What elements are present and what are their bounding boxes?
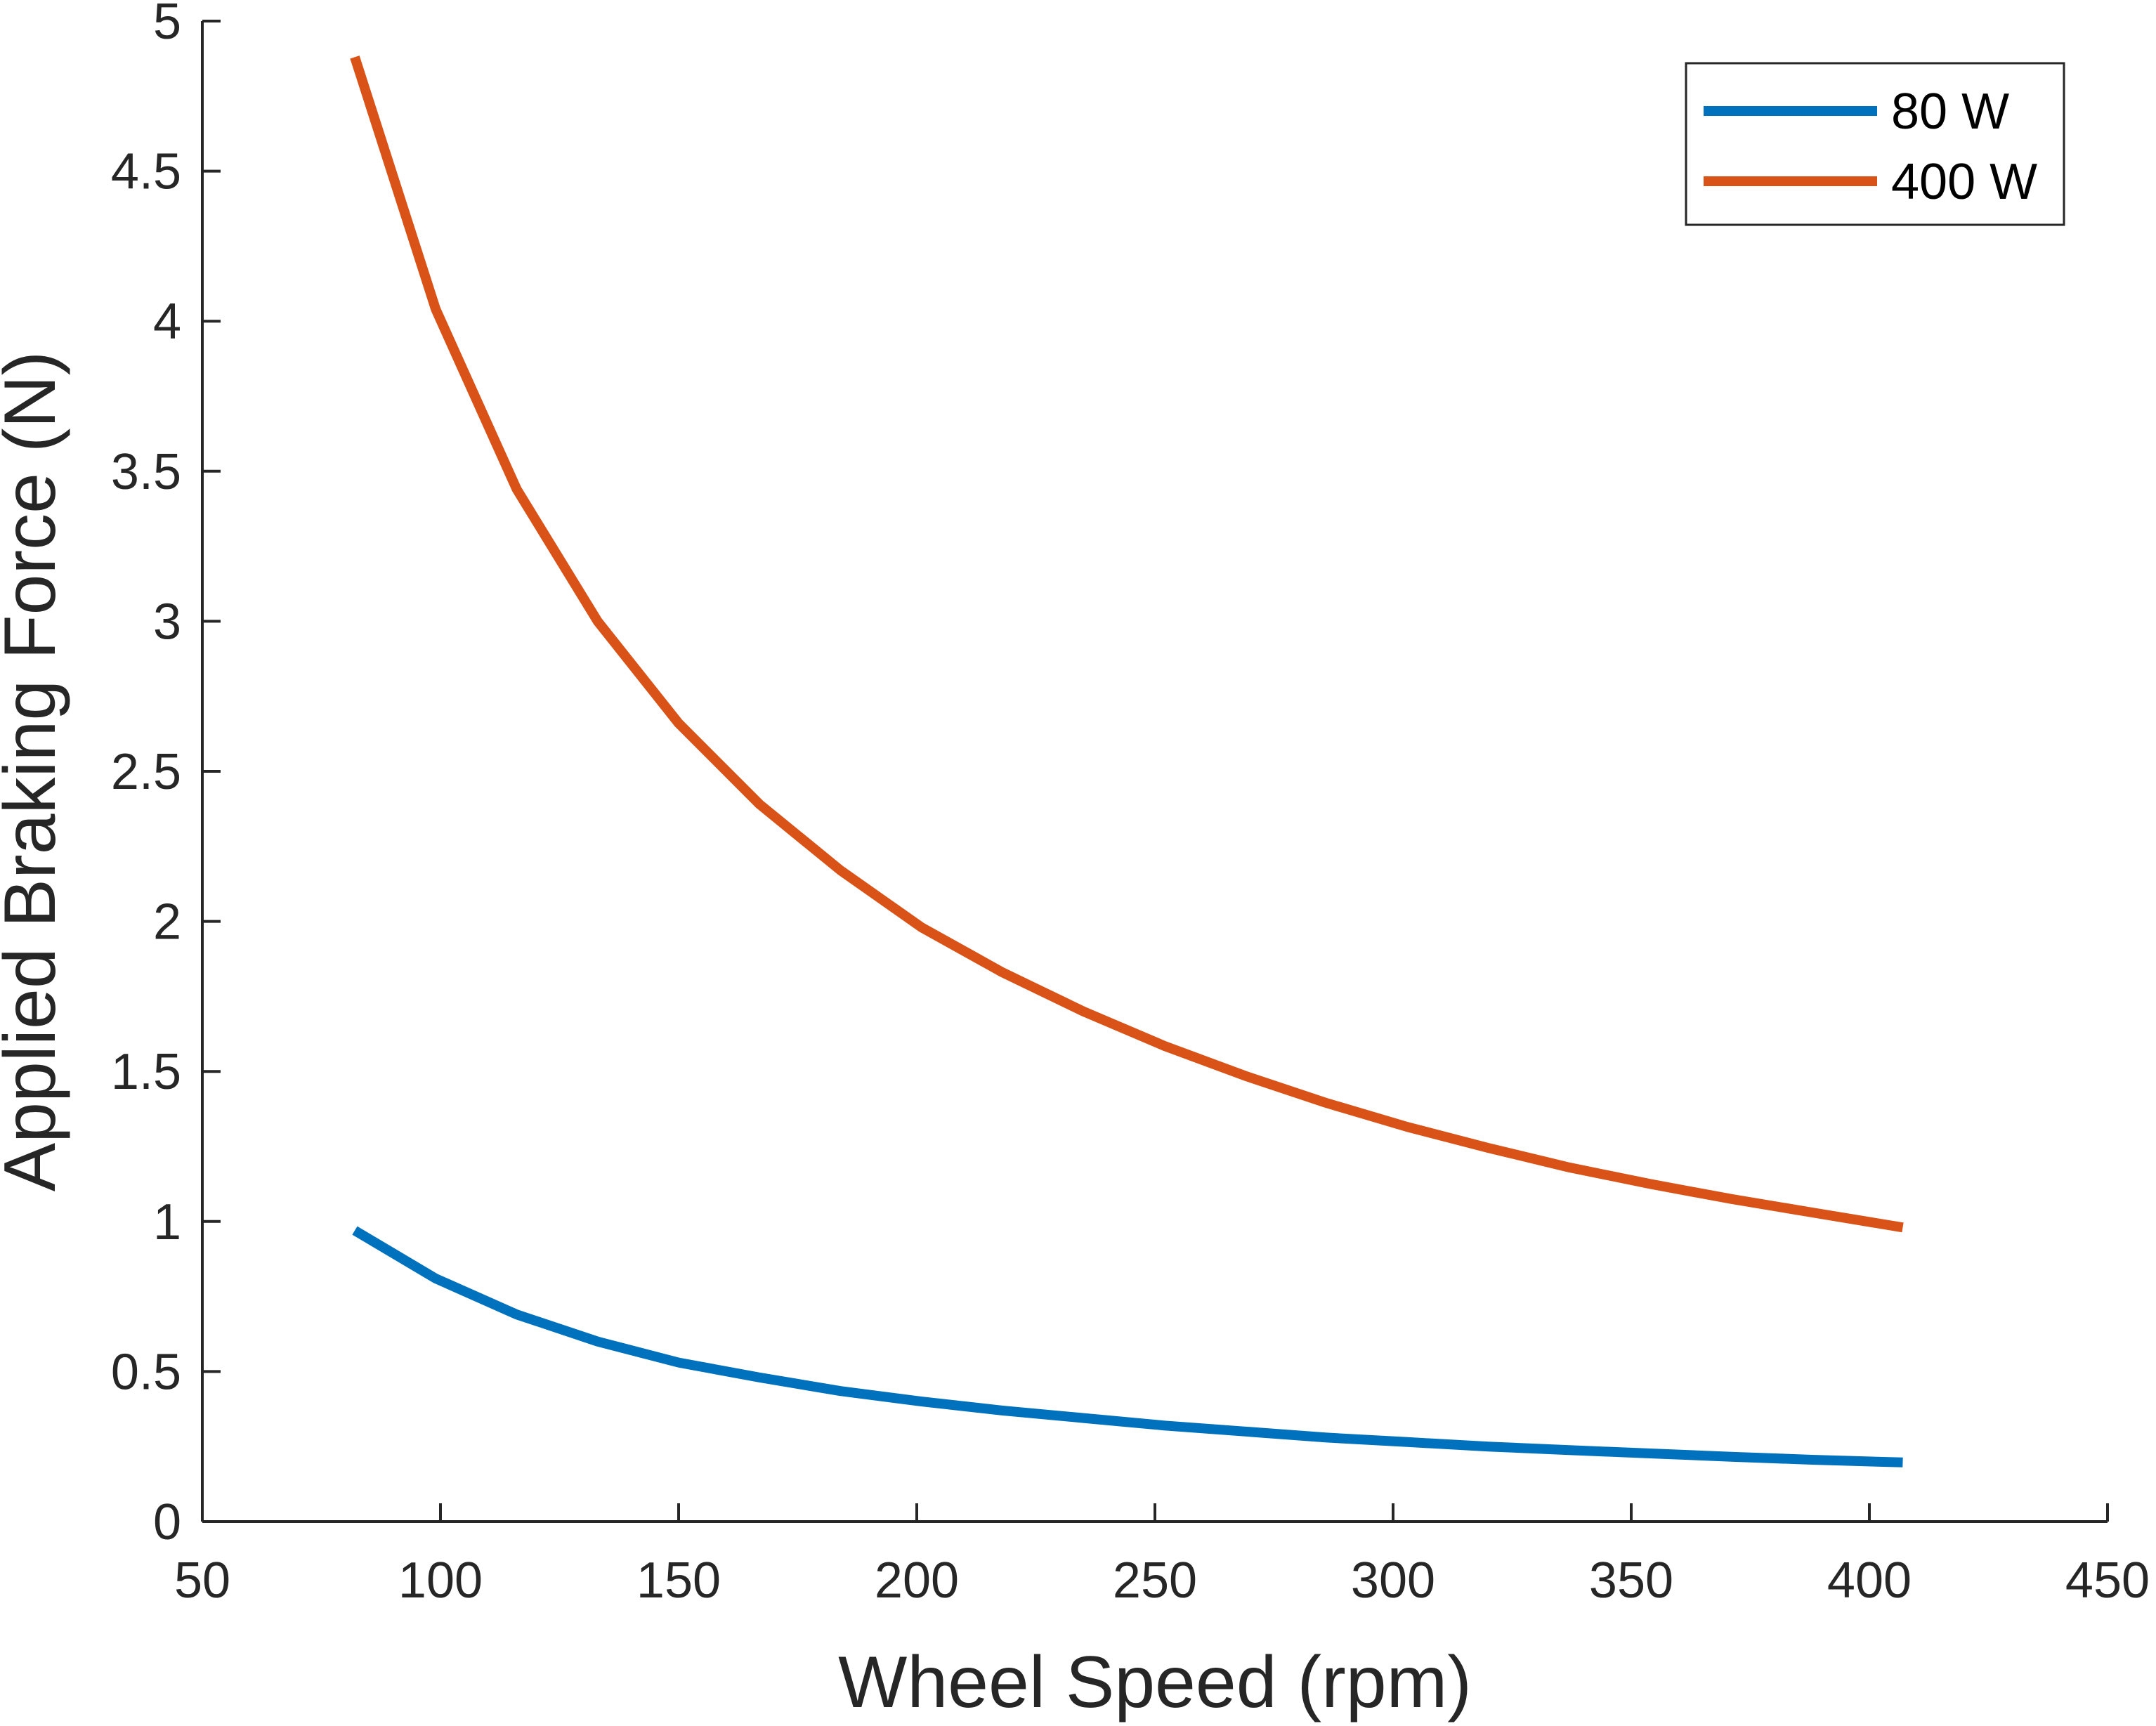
- legend: 80 W 400 W: [1685, 62, 2065, 226]
- y-axis-title: Applied Braking Force (N): [0, 351, 71, 1191]
- y-tick-label: 4.5: [111, 144, 181, 200]
- legend-box: [1685, 62, 2065, 226]
- x-tick-label: 200: [875, 1552, 959, 1609]
- x-tick-label: 100: [398, 1552, 483, 1609]
- y-tick-label: 2.5: [111, 744, 181, 800]
- y-tick-label: 2: [153, 894, 181, 950]
- x-tick-label: 400: [1827, 1552, 1912, 1609]
- plot-lines: [350, 55, 1904, 1467]
- y-tick-label: 4: [153, 294, 181, 350]
- y-tick-label: 0.5: [111, 1344, 181, 1400]
- x-axis-title: Wheel Speed (rpm): [838, 1642, 1472, 1723]
- series-line-0: [352, 1226, 1903, 1467]
- legend-label-1: 400 W: [1891, 154, 2037, 210]
- x-tick-label: 250: [1113, 1552, 1197, 1609]
- x-ticks: 50 100 150 200 250 300 350 400 450: [174, 1503, 2150, 1609]
- legend-label-0: 80 W: [1891, 84, 2009, 140]
- y-tick-label: 0: [153, 1494, 181, 1550]
- series-line-1: [350, 55, 1904, 1233]
- x-tick-label: 150: [636, 1552, 721, 1609]
- y-tick-label: 3.5: [111, 444, 181, 500]
- y-ticks: 0 0.5 1 1.5 2 2.5 3 3.5 4 4.5 5: [111, 0, 221, 1550]
- y-tick-label: 3: [153, 594, 181, 650]
- x-tick-label: 50: [174, 1552, 230, 1609]
- x-tick-label: 450: [2065, 1552, 2150, 1609]
- y-tick-label: 1: [153, 1194, 181, 1250]
- x-tick-label: 350: [1589, 1552, 1673, 1609]
- y-tick-label: 5: [153, 0, 181, 50]
- x-tick-label: 300: [1351, 1552, 1435, 1609]
- y-tick-label: 1.5: [111, 1044, 181, 1100]
